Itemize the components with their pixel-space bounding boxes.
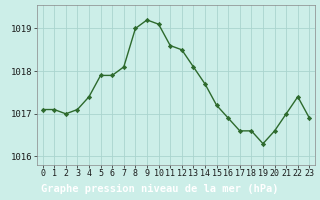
Text: Graphe pression niveau de la mer (hPa): Graphe pression niveau de la mer (hPa)	[41, 183, 279, 194]
